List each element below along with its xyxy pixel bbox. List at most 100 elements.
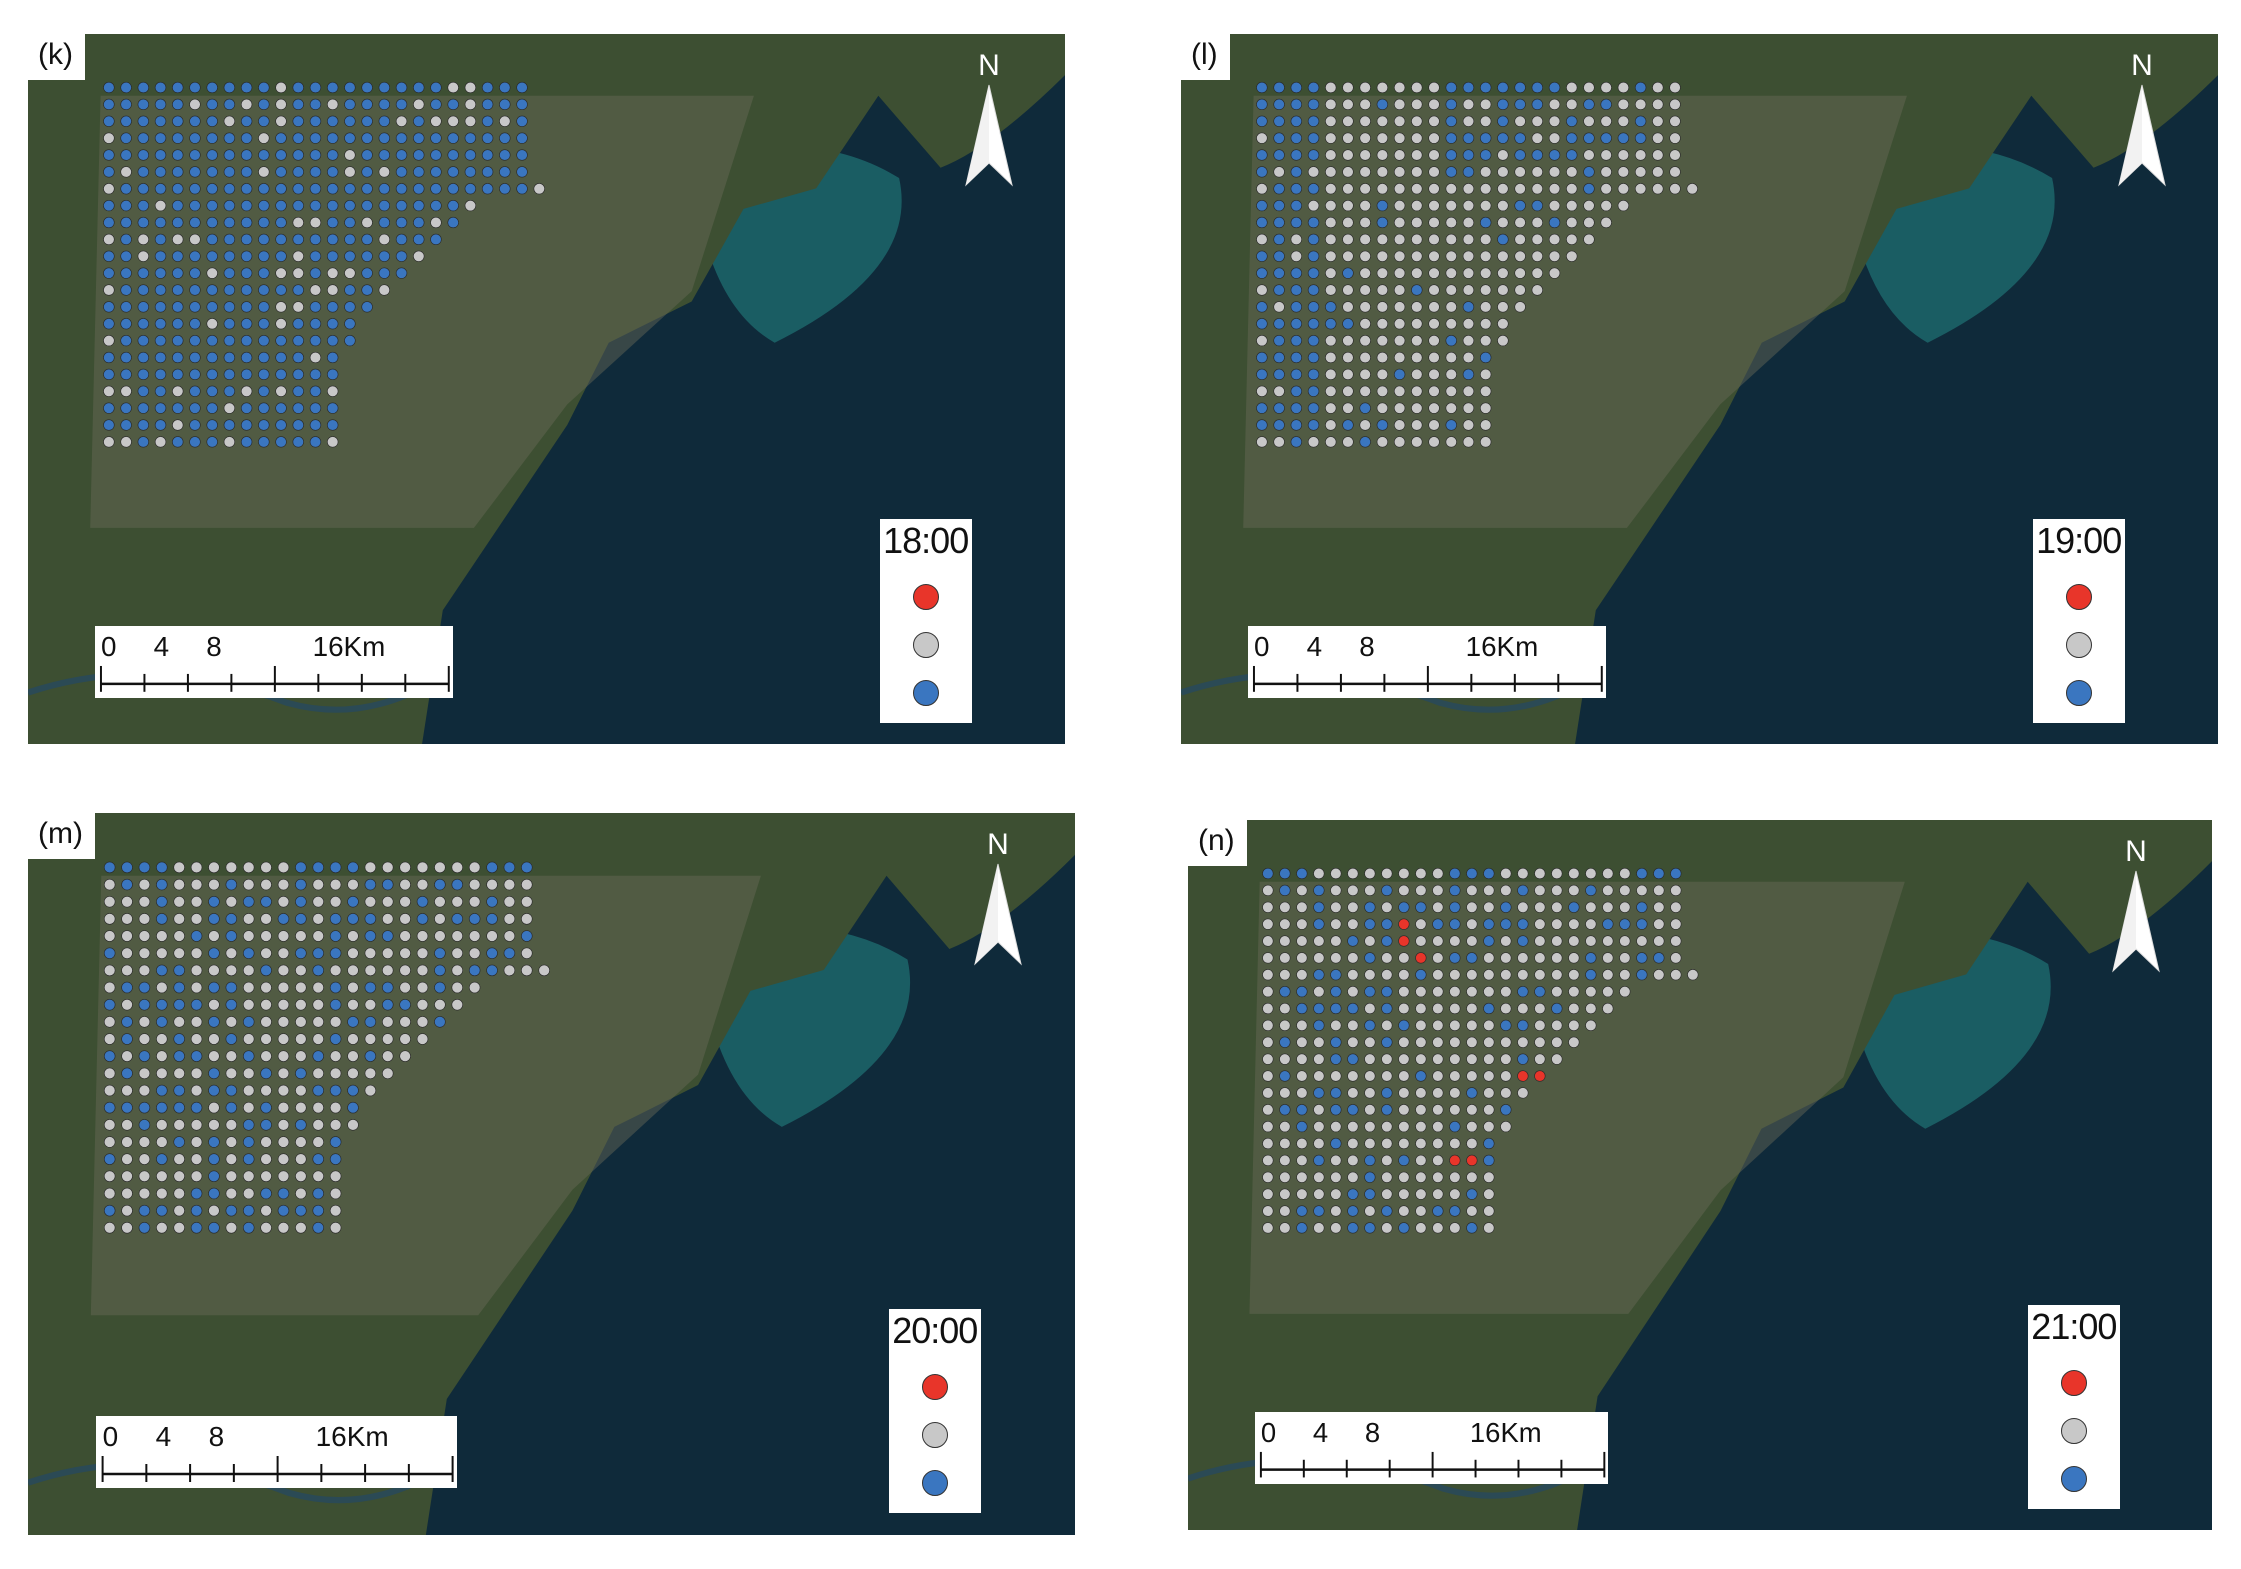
grid-point (1449, 1019, 1461, 1032)
grid-point (503, 913, 516, 925)
grid-point (1466, 1070, 1478, 1082)
grid-point (347, 1084, 359, 1097)
grid-point (173, 913, 185, 925)
grid-point (172, 233, 184, 246)
grid-point (1256, 216, 1268, 229)
grid-point (1432, 935, 1444, 947)
grid-point (240, 385, 253, 397)
grid-point (1393, 166, 1406, 178)
grid-point (1415, 1222, 1427, 1234)
grid-point (292, 419, 304, 431)
grid-point (1548, 267, 1561, 279)
grid-point (1398, 985, 1410, 998)
grid-point (464, 149, 477, 161)
grid-point (1342, 318, 1354, 330)
grid-point (295, 998, 307, 1011)
grid-point (1602, 867, 1614, 880)
grid-point (1325, 115, 1337, 127)
grid-point (1262, 1002, 1274, 1015)
grid-point (1445, 81, 1457, 94)
grid-point (1479, 216, 1492, 229)
grid-point (1364, 1171, 1376, 1183)
grid-point (1479, 267, 1492, 279)
grid-point (1583, 81, 1595, 94)
grid-point (208, 878, 220, 891)
grid-point (242, 1187, 255, 1200)
satellite-map (1181, 34, 2218, 744)
grid-point (189, 149, 201, 161)
scale-tick-label: 4 (154, 631, 169, 662)
grid-point (1290, 436, 1303, 448)
grid-point (326, 385, 339, 397)
grid-point (189, 81, 201, 94)
grid-point (1531, 115, 1544, 127)
grid-point (1376, 183, 1389, 195)
grid-point (347, 1016, 359, 1028)
grid-point (190, 1067, 203, 1080)
grid-point (326, 98, 339, 111)
grid-point (1531, 216, 1544, 229)
grid-point (242, 947, 255, 959)
grid-point (240, 183, 253, 195)
grid-point (206, 284, 218, 296)
grid-point (103, 318, 115, 330)
grid-point (1313, 1120, 1325, 1133)
grid-point (1670, 884, 1682, 897)
grid-point (312, 1170, 324, 1183)
grid-point (451, 861, 464, 874)
panel-label: (l) (1181, 34, 1230, 80)
grid-point (430, 199, 442, 212)
grid-point (430, 115, 442, 127)
grid-point (1296, 969, 1308, 981)
grid-point (103, 1050, 116, 1062)
grid-point (329, 1204, 342, 1217)
grid-point (399, 947, 411, 959)
grid-point (173, 1222, 185, 1234)
grid-point (312, 1084, 324, 1097)
grid-point (1393, 334, 1406, 347)
grid-point (1279, 1053, 1291, 1065)
grid-point (309, 402, 322, 414)
grid-point (451, 930, 464, 942)
grid-point (1483, 985, 1495, 998)
grid-point (361, 267, 373, 279)
grid-point (1359, 250, 1371, 262)
grid-point (326, 334, 339, 347)
grid-point (103, 1101, 116, 1114)
grid-point (208, 1119, 220, 1131)
grid-point (361, 301, 373, 313)
grid-point (381, 998, 394, 1011)
grid-point (486, 964, 498, 977)
grid-point (1364, 918, 1376, 930)
grid-point (240, 250, 253, 262)
grid-point (1449, 1137, 1461, 1150)
grid-point (275, 419, 287, 431)
grid-point (309, 233, 322, 246)
grid-point (312, 895, 324, 908)
grid-point (173, 1084, 185, 1097)
grid-point (1313, 884, 1325, 897)
grid-point (156, 1050, 168, 1062)
grid-point (344, 301, 356, 313)
grid-point (242, 1222, 255, 1234)
grid-point (378, 199, 391, 212)
grid-point (1359, 419, 1371, 431)
grid-point (1466, 1188, 1478, 1200)
grid-point (223, 233, 236, 246)
grid-point (1279, 918, 1291, 930)
grid-point (309, 436, 322, 448)
grid-point (173, 1204, 185, 1217)
grid-point (242, 964, 255, 977)
grid-point (1432, 1002, 1444, 1015)
grid-point (1393, 199, 1406, 212)
grid-point (1256, 351, 1268, 364)
grid-point (137, 98, 150, 111)
grid-point (189, 385, 201, 397)
grid-point (1290, 81, 1303, 94)
grid-point (1393, 132, 1406, 144)
grid-point (1347, 1104, 1359, 1116)
grid-point (312, 1153, 324, 1165)
grid-point (1262, 985, 1274, 998)
grid-point (451, 964, 464, 977)
grid-point (1359, 402, 1371, 414)
